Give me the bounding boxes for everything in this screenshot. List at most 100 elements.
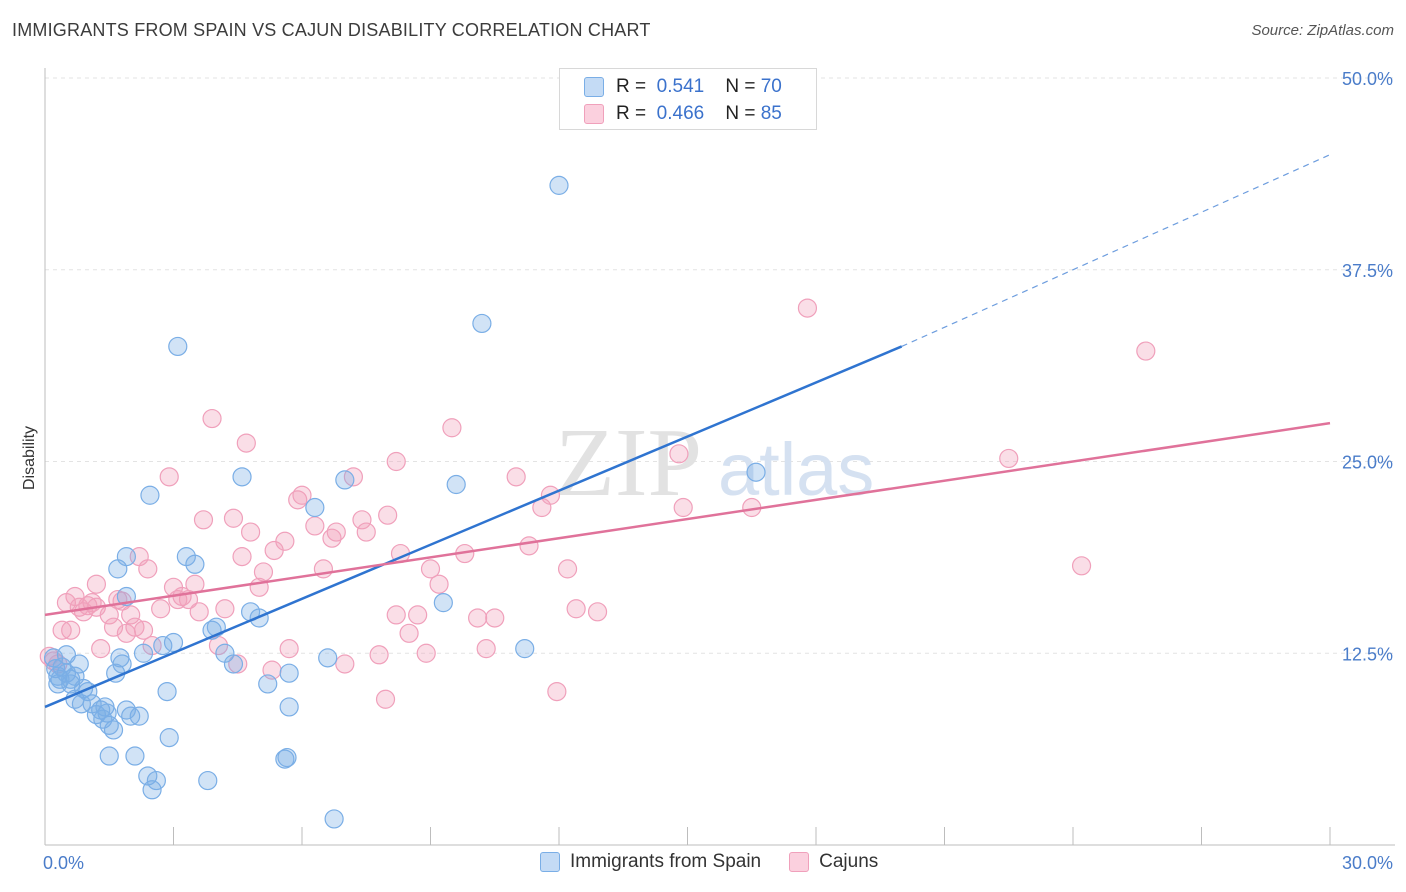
data-point-spain [168, 336, 188, 357]
data-point-cajuns [61, 620, 81, 640]
data-point-cajuns [326, 522, 346, 542]
data-point-spain [129, 706, 149, 726]
data-point-spain [142, 780, 162, 800]
source-label: Source: ZipAtlas.com [1251, 22, 1394, 39]
y-tick-label: 50.0% [1342, 69, 1393, 89]
y-tick-label: 37.5% [1342, 261, 1393, 281]
data-point-cajuns [797, 298, 818, 318]
data-point-spain [515, 639, 535, 659]
data-point-cajuns [1136, 341, 1156, 361]
data-point-cajuns [485, 608, 505, 628]
trend-line-cajuns [44, 421, 1331, 617]
data-point-cajuns [1071, 556, 1092, 576]
data-point-spain [163, 632, 184, 653]
data-point-spain [159, 728, 179, 748]
data-point-cajuns [202, 408, 222, 429]
y-tick-label: 12.5% [1342, 644, 1393, 664]
data-point-cajuns [193, 510, 214, 530]
data-point-spain [324, 809, 344, 829]
data-point-cajuns [386, 605, 406, 625]
data-point-cajuns [468, 608, 488, 628]
data-point-cajuns [378, 505, 398, 525]
data-point-spain [279, 697, 299, 717]
axes [44, 68, 1395, 846]
data-point-spain [198, 770, 218, 791]
data-point-cajuns [519, 536, 539, 556]
chart-title: IMMIGRANTS FROM SPAIN VS CAJUN DISABILIT… [12, 20, 651, 40]
data-point-cajuns [547, 681, 567, 702]
legend-row-cajuns: R = 0.466 N = 85 [584, 101, 782, 127]
data-point-cajuns [159, 467, 179, 487]
tick-labels: 12.5% 25.0% 37.5% 50.0% 0.0% 30.0% [43, 69, 1393, 873]
data-point-spain [258, 674, 278, 694]
data-point-spain [112, 654, 132, 674]
data-point-spain [103, 720, 124, 740]
data-point-spain [446, 474, 466, 495]
data-point-spain [71, 694, 92, 714]
data-point-spain [133, 643, 154, 663]
data-point-spain [140, 485, 160, 505]
legend-label-spain: Immigrants from Spain [570, 851, 762, 872]
data-point-cajuns [673, 497, 693, 518]
data-point-cajuns [506, 467, 526, 487]
data-point-cajuns [420, 559, 441, 579]
data-point-spain [433, 593, 453, 613]
data-point-cajuns [416, 643, 436, 663]
data-point-spain [146, 770, 166, 791]
grid-lines [45, 77, 1395, 654]
data-point-cajuns [429, 574, 449, 594]
trend-line-spain-extension [901, 154, 1331, 347]
data-point-spain [48, 674, 68, 694]
n-label: N = [725, 76, 756, 97]
data-point-cajuns [305, 516, 325, 536]
trend-line-spain [44, 345, 903, 709]
data-point-cajuns [223, 508, 244, 528]
data-point-spain [549, 175, 569, 195]
legend-swatch-blue [540, 852, 560, 872]
data-point-cajuns [356, 522, 376, 542]
x-tick-label: 30.0% [1342, 853, 1393, 873]
data-point-cajuns [232, 547, 252, 567]
data-point-cajuns [399, 623, 419, 643]
data-point-spain [61, 669, 81, 689]
data-point-spain [185, 554, 205, 574]
legend-swatch-pink [584, 104, 604, 124]
data-point-cajuns [241, 522, 261, 542]
data-point-cajuns [275, 531, 295, 551]
data-point-cajuns [151, 599, 171, 619]
y-axis-label: Disability [21, 426, 38, 490]
series-legend: Immigrants from Spain Cajuns [540, 851, 906, 873]
data-point-spain [153, 635, 173, 656]
r-label: R = [616, 103, 647, 124]
data-point-cajuns [138, 559, 158, 579]
data-point-spain [746, 462, 766, 482]
spain-points [43, 175, 766, 829]
data-point-spain [97, 703, 117, 723]
data-point-spain [99, 746, 119, 766]
legend-swatch-blue [584, 77, 604, 97]
stats-legend: R = 0.541 N = 70 R = 0.466 N = 85 [559, 68, 817, 130]
data-point-cajuns [335, 654, 355, 674]
legend-item-cajuns[interactable]: Cajuns [789, 851, 878, 873]
data-point-cajuns [375, 689, 396, 709]
data-point-spain [125, 746, 145, 766]
data-point-spain [279, 663, 299, 683]
data-point-spain [56, 645, 77, 665]
data-point-cajuns [228, 654, 248, 674]
legend-item-spain[interactable]: Immigrants from Spain [540, 851, 761, 873]
data-point-spain [116, 547, 136, 567]
data-point-spain [472, 313, 492, 334]
data-point-cajuns [236, 433, 256, 453]
data-point-cajuns [999, 448, 1019, 469]
data-point-cajuns [386, 451, 406, 472]
data-point-cajuns [215, 599, 235, 619]
r-label: R = [616, 76, 647, 97]
legend-label-cajuns: Cajuns [819, 851, 879, 872]
data-point-cajuns [442, 418, 462, 438]
cajuns-points [39, 298, 1156, 709]
n-value: 85 [760, 103, 782, 124]
data-point-cajuns [476, 639, 496, 659]
data-point-cajuns [253, 562, 274, 582]
data-point-cajuns [292, 485, 312, 505]
